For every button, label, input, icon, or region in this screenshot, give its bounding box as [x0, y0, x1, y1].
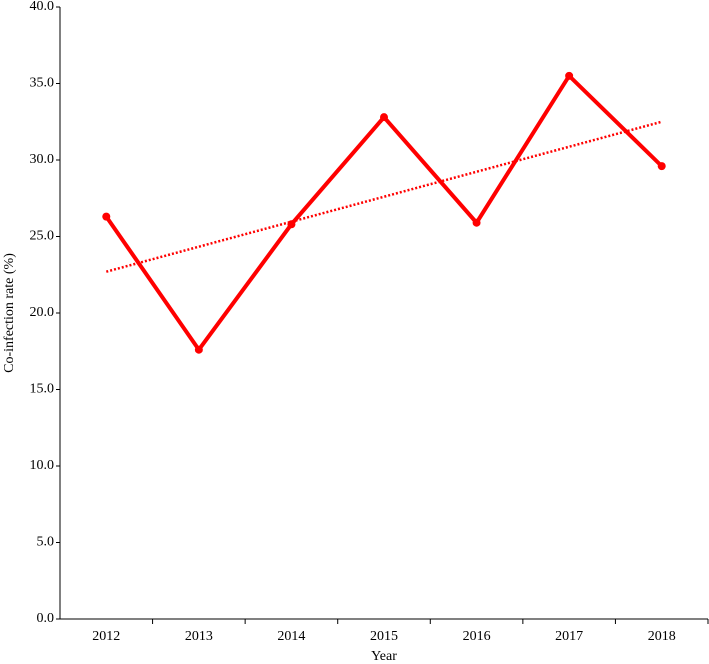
x-tick-label: 2015	[370, 629, 398, 644]
x-tick-label: 2018	[648, 629, 676, 644]
x-tick-label: 2017	[555, 629, 583, 644]
data-point	[380, 113, 388, 122]
data-point	[565, 71, 574, 80]
y-tick-label: 0.0	[37, 611, 55, 626]
y-tick-label: 15.0	[30, 382, 55, 397]
x-tick-label: 2013	[185, 629, 213, 644]
data-point	[194, 345, 203, 354]
trendline	[105, 120, 663, 273]
data-point	[102, 212, 111, 221]
y-tick-label: 25.0	[30, 229, 55, 244]
x-axis-title: Year	[371, 649, 397, 664]
data-point	[472, 218, 481, 227]
y-tick-label: 10.0	[30, 458, 55, 473]
y-axis-title: Co-infection rate (%)	[2, 253, 17, 373]
y-tick-label: 35.0	[30, 76, 55, 91]
y-tick-label: 40.0	[30, 0, 55, 14]
y-tick-label: 20.0	[30, 305, 55, 320]
y-tick-label: 5.0	[37, 535, 55, 550]
x-tick-label: 2016	[463, 629, 491, 644]
data-point	[287, 220, 296, 229]
y-tick-label: 30.0	[30, 152, 55, 167]
x-tick-label: 2014	[277, 629, 305, 644]
data-point	[657, 162, 666, 171]
x-tick-label: 2012	[92, 629, 120, 644]
